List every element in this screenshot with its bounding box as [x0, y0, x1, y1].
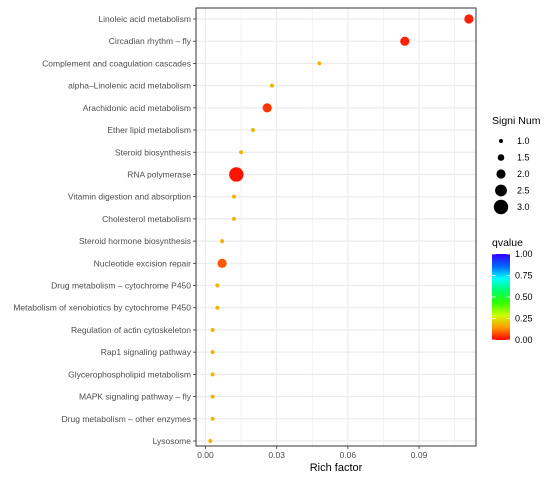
- y-tick-label: Circadian rhythm – fly: [109, 36, 192, 46]
- y-tick-label: Complement and coagulation cascades: [42, 58, 191, 68]
- size-legend-label: 3.0: [517, 202, 530, 212]
- x-axis-title: Rich factor: [310, 462, 363, 474]
- y-tick-label: Linoleic acid metabolism: [98, 14, 191, 24]
- data-point: [210, 350, 215, 355]
- color-legend-label: 0.00: [515, 335, 533, 345]
- color-legend-label: 1.00: [515, 249, 533, 259]
- x-tick-label: 0.03: [268, 450, 285, 460]
- y-tick-label: Vitamin digestion and absorption: [68, 192, 191, 202]
- data-point: [210, 372, 215, 377]
- size-legend-label: 1.5: [517, 153, 530, 163]
- y-tick-label: MAPK signaling pathway – fly: [79, 392, 192, 402]
- data-point: [269, 83, 274, 88]
- data-point: [231, 216, 236, 221]
- y-tick-label: Lysosome: [153, 436, 192, 446]
- y-tick-label: Steroid biosynthesis: [115, 147, 191, 157]
- size-legend-key: [495, 184, 507, 197]
- y-tick-label: Ether lipid metabolism: [107, 125, 191, 135]
- data-point: [231, 194, 236, 199]
- data-point: [262, 103, 272, 113]
- y-tick-label: alpha–Linolenic acid metabolism: [68, 81, 191, 91]
- size-legend-key: [497, 154, 505, 161]
- x-tick-label: 0.06: [340, 450, 357, 460]
- size-legend-key: [496, 169, 506, 179]
- data-point: [217, 258, 227, 268]
- size-legend-label: 2.5: [517, 186, 530, 196]
- y-tick-label: Arachidonic acid metabolism: [83, 103, 191, 113]
- y-tick-label: Nucleotide excision repair: [94, 258, 191, 268]
- data-point: [229, 167, 244, 182]
- size-legend-key: [499, 139, 503, 143]
- x-tick-label: 0.00: [197, 450, 214, 460]
- y-tick-label: Drug metabolism – cytochrome P450: [51, 281, 191, 291]
- data-point: [250, 128, 255, 133]
- grid: [196, 8, 476, 446]
- size-legend: Signi Num 1.0 1.5 2.0 2.5 3.0: [492, 115, 541, 215]
- size-legend-label: 2.0: [517, 169, 530, 179]
- color-legend-label: 0.50: [515, 292, 533, 302]
- data-point: [210, 416, 215, 421]
- color-legend-label: 0.25: [515, 314, 533, 324]
- y-tick-label: Rap1 signaling pathway: [101, 347, 192, 357]
- size-legend-title: Signi Num: [492, 115, 541, 127]
- data-point: [215, 305, 220, 310]
- data-point: [317, 61, 322, 66]
- color-legend-bar: [492, 254, 510, 340]
- plot-panel-border: [195, 7, 477, 447]
- color-legend: qvalue 0.00 0.25 0.50 0.75 1.00: [492, 237, 533, 345]
- x-axis: 0.00 0.03 0.06 0.09: [197, 446, 428, 460]
- y-tick-label: Metabolism of xenobiotics by cytochrome …: [13, 303, 191, 313]
- data-point: [239, 150, 244, 155]
- color-legend-title: qvalue: [492, 237, 523, 249]
- data-point: [220, 239, 225, 244]
- y-tick-label: Cholesterol metabolism: [102, 214, 191, 224]
- data-point: [208, 439, 213, 443]
- y-axis: Linoleic acid metabolism Circadian rhythm…: [13, 14, 196, 446]
- data-point: [215, 283, 220, 288]
- data-point: [400, 36, 410, 46]
- data-point: [210, 394, 215, 399]
- y-tick-label: Regulation of actin cytoskeleton: [71, 325, 191, 335]
- y-tick-label: Steroid hormone biosynthesis: [79, 236, 191, 246]
- plot-panel: [196, 8, 476, 446]
- y-tick-label: RNA polymerase: [127, 169, 191, 179]
- color-legend-label: 0.75: [515, 271, 533, 281]
- data-point: [210, 327, 215, 332]
- y-tick-label: Glycerophospholipid metabolism: [68, 369, 191, 379]
- size-legend-label: 1.0: [517, 136, 530, 146]
- size-legend-key: [493, 199, 509, 215]
- data-point: [464, 14, 474, 24]
- x-tick-label: 0.09: [411, 450, 428, 460]
- y-tick-label: Drug metabolism – other enzymes: [62, 414, 191, 424]
- data-points: [208, 14, 474, 443]
